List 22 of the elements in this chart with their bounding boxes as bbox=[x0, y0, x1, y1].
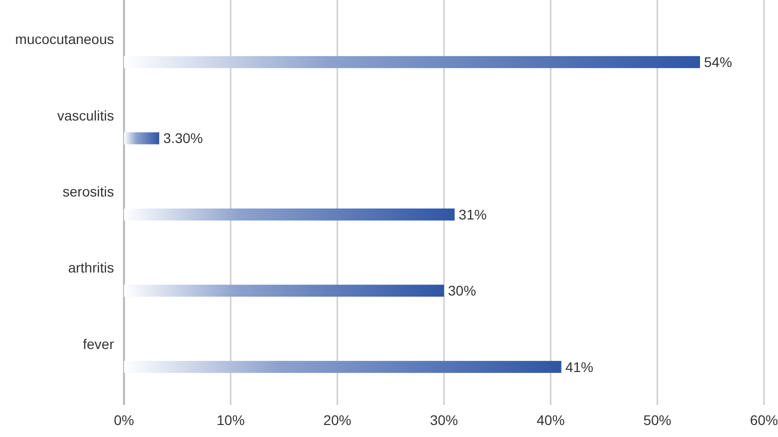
bar bbox=[124, 208, 455, 220]
x-tick-label: 10% bbox=[216, 412, 245, 428]
data-label: 31% bbox=[458, 206, 487, 222]
y-tick-label: mucocutaneous bbox=[15, 31, 114, 48]
bar bbox=[124, 360, 562, 373]
x-tick-label: 20% bbox=[323, 412, 352, 428]
x-tick-label: 40% bbox=[536, 412, 565, 428]
x-tick-label: 50% bbox=[643, 412, 672, 428]
data-label: 41% bbox=[565, 358, 594, 375]
data-label: 30% bbox=[448, 282, 476, 299]
bar bbox=[124, 284, 444, 297]
y-tick-label: vasculitis bbox=[57, 107, 114, 124]
bar bbox=[124, 132, 160, 144]
x-tick-label: 60% bbox=[750, 412, 778, 428]
data-label: 54% bbox=[704, 54, 732, 70]
bar bbox=[124, 56, 700, 68]
x-tick-label: 30% bbox=[430, 412, 458, 428]
x-tick-label: 0% bbox=[114, 412, 134, 428]
y-tick-label: serositis bbox=[62, 184, 114, 200]
y-tick-label: fever bbox=[82, 336, 114, 352]
data-label: 3.30% bbox=[163, 130, 203, 146]
y-tick-label: arthritis bbox=[68, 260, 114, 276]
